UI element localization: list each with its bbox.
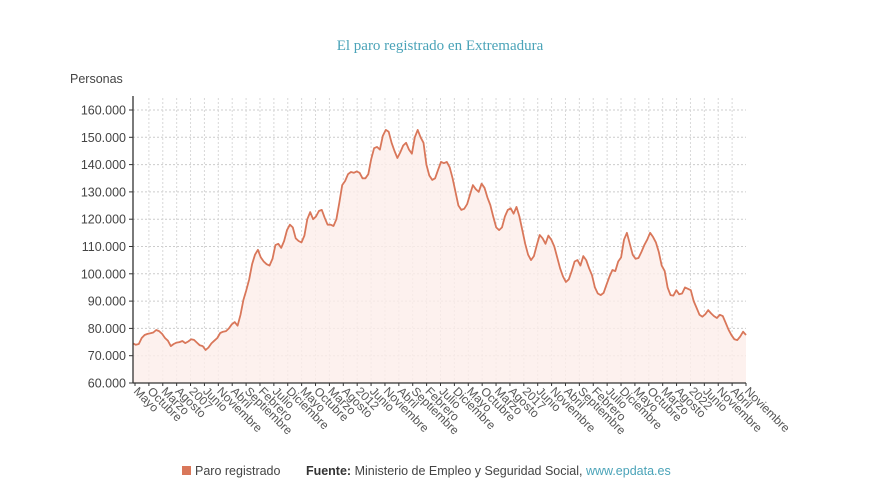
source-note: Fuente: Ministerio de Empleo y Seguridad… <box>306 464 671 478</box>
y-tick-label: 110.000 <box>82 240 126 254</box>
y-tick-label: 130.000 <box>81 185 126 199</box>
series-area <box>133 129 746 383</box>
y-tick-label: 100.000 <box>81 267 126 281</box>
y-tick-label: 160.000 <box>81 104 126 118</box>
source-text: Ministerio de Empleo y Seguridad Social, <box>351 464 586 478</box>
y-tick-label: 90.000 <box>88 295 126 309</box>
y-axis-label: Personas <box>70 72 123 86</box>
chart-title: El paro registrado en Extremadura <box>336 38 544 54</box>
y-tick-label: 150.000 <box>81 131 126 145</box>
legend-swatch <box>182 466 191 475</box>
y-tick-label: 120.000 <box>81 213 126 227</box>
y-tick-label: 140.000 <box>81 158 126 172</box>
y-tick-label: 60.000 <box>88 377 126 391</box>
y-tick-label: 80.000 <box>88 322 126 336</box>
series-line <box>132 129 747 351</box>
chart-footer: Paro registrado Fuente: Ministerio de Em… <box>182 464 671 478</box>
source-link[interactable]: www.epdata.es <box>585 464 671 478</box>
source-label: Fuente: <box>305 464 352 478</box>
y-tick-label: 70.000 <box>88 349 126 363</box>
legend-label: Paro registrado <box>195 464 281 478</box>
